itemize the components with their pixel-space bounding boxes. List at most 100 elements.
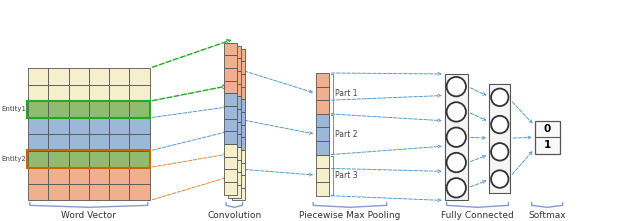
- Bar: [89, 101, 109, 118]
- Bar: [316, 114, 328, 128]
- Bar: [224, 106, 237, 119]
- Circle shape: [447, 178, 466, 198]
- Bar: [48, 167, 68, 184]
- Bar: [224, 93, 237, 106]
- Circle shape: [491, 116, 509, 133]
- Bar: [48, 85, 68, 101]
- Bar: [316, 155, 328, 168]
- Bar: [109, 118, 129, 134]
- Bar: [129, 85, 150, 101]
- Bar: [68, 151, 89, 167]
- Bar: [232, 112, 244, 125]
- Bar: [228, 185, 241, 198]
- Bar: [232, 150, 244, 162]
- Circle shape: [447, 153, 466, 172]
- Bar: [228, 71, 241, 84]
- Text: Part 2: Part 2: [335, 130, 358, 139]
- Text: Part 1: Part 1: [335, 89, 358, 98]
- Bar: [224, 144, 237, 157]
- Bar: [232, 175, 244, 188]
- Bar: [48, 118, 68, 134]
- Text: Entity1: Entity1: [1, 107, 26, 112]
- Text: 1: 1: [543, 141, 551, 151]
- Bar: [316, 168, 328, 182]
- Bar: [224, 81, 237, 93]
- Bar: [48, 68, 68, 85]
- Bar: [228, 46, 241, 58]
- Bar: [228, 109, 241, 122]
- Bar: [129, 184, 150, 200]
- Bar: [316, 128, 328, 141]
- Bar: [232, 137, 244, 150]
- Bar: [68, 118, 89, 134]
- Bar: [224, 119, 237, 131]
- Bar: [48, 151, 68, 167]
- Bar: [224, 131, 237, 144]
- Bar: [48, 101, 68, 118]
- Bar: [89, 118, 109, 134]
- Bar: [129, 151, 150, 167]
- Bar: [48, 184, 68, 200]
- Bar: [109, 85, 129, 101]
- Bar: [28, 134, 48, 151]
- Bar: [316, 141, 328, 155]
- Text: Part 3: Part 3: [335, 171, 358, 180]
- Bar: [68, 134, 89, 151]
- Bar: [224, 169, 237, 182]
- Bar: [28, 68, 48, 85]
- Text: 0: 0: [543, 124, 551, 134]
- Bar: [224, 157, 237, 169]
- Bar: [224, 43, 237, 55]
- Bar: [232, 99, 244, 112]
- Bar: [232, 87, 244, 99]
- Bar: [89, 151, 109, 167]
- Bar: [129, 101, 150, 118]
- Bar: [232, 162, 244, 175]
- Bar: [232, 188, 244, 200]
- Bar: [224, 68, 237, 81]
- Bar: [228, 122, 241, 134]
- Bar: [228, 160, 241, 172]
- Circle shape: [447, 128, 466, 147]
- Bar: [28, 150, 150, 168]
- Bar: [109, 151, 129, 167]
- Bar: [316, 100, 328, 114]
- Bar: [232, 125, 244, 137]
- Bar: [109, 68, 129, 85]
- Text: Piecewise Max Pooling: Piecewise Max Pooling: [300, 211, 401, 220]
- Bar: [28, 151, 48, 167]
- Circle shape: [447, 102, 466, 122]
- Bar: [68, 68, 89, 85]
- Bar: [28, 184, 48, 200]
- Text: Entity2: Entity2: [1, 156, 26, 162]
- Bar: [89, 167, 109, 184]
- Bar: [28, 101, 150, 118]
- Bar: [316, 87, 328, 100]
- Bar: [48, 134, 68, 151]
- Bar: [228, 96, 241, 109]
- Bar: [68, 184, 89, 200]
- Circle shape: [447, 77, 466, 96]
- Bar: [228, 84, 241, 96]
- Bar: [109, 184, 129, 200]
- Bar: [28, 167, 48, 184]
- Bar: [129, 167, 150, 184]
- Bar: [89, 184, 109, 200]
- Circle shape: [491, 89, 509, 106]
- Bar: [228, 172, 241, 185]
- Bar: [89, 68, 109, 85]
- Bar: [228, 134, 241, 147]
- Bar: [232, 49, 244, 61]
- Bar: [109, 101, 129, 118]
- Bar: [28, 85, 48, 101]
- Bar: [109, 167, 129, 184]
- Bar: [129, 118, 150, 134]
- Bar: [224, 182, 237, 195]
- Bar: [89, 134, 109, 151]
- Text: Convolution: Convolution: [207, 211, 262, 220]
- Bar: [232, 74, 244, 87]
- Bar: [68, 167, 89, 184]
- Bar: [28, 101, 48, 118]
- Bar: [129, 68, 150, 85]
- Bar: [445, 74, 468, 200]
